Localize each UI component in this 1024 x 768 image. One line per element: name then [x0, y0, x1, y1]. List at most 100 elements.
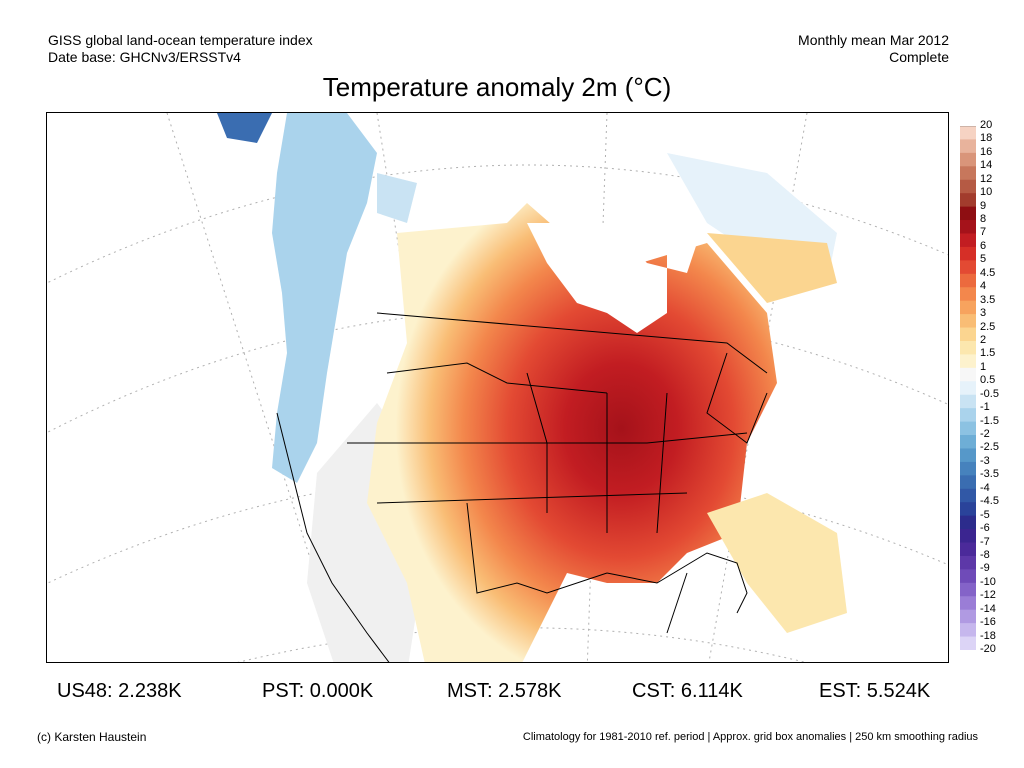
- color-scale-cell: [960, 152, 976, 167]
- color-scale-cell: [960, 139, 976, 154]
- dataset-title: GISS global land-ocean temperature index: [48, 32, 313, 48]
- color-scale-label: -18: [980, 629, 996, 642]
- color-scale-label: 8: [980, 213, 987, 226]
- color-scale-label: 4.5: [980, 266, 996, 279]
- color-scale-cell: [960, 555, 976, 570]
- completeness-label: Complete: [889, 49, 949, 65]
- color-scale-label: 2.5: [980, 320, 996, 333]
- color-scale-cell: [960, 609, 976, 624]
- color-scale-label: 10: [980, 186, 993, 199]
- color-scale-bar: [960, 126, 976, 650]
- color-scale-cell: [960, 287, 976, 302]
- color-scale-cell: [960, 220, 976, 234]
- color-scale-label: 20: [980, 119, 993, 131]
- cold-anomaly-bc: [377, 173, 417, 223]
- color-scale-cell: [960, 206, 976, 221]
- color-scale-label: -2.5: [980, 441, 999, 454]
- color-scale-label: -20: [980, 643, 996, 655]
- map-title: Temperature anomaly 2m (°C): [322, 72, 672, 102]
- header-left: GISS global land-ocean temperature index…: [48, 32, 313, 66]
- color-scale-cell: [960, 394, 976, 409]
- regional-stats: US48: 2.238K PST: 0.000K MST: 2.578K CST…: [0, 680, 1024, 704]
- color-scale-label: 9: [980, 199, 987, 212]
- color-scale-label: -9: [980, 562, 990, 575]
- color-scale-cell: [960, 569, 976, 584]
- stat-pst: PST: 0.000K: [262, 680, 374, 702]
- color-scale-cell: [960, 300, 976, 315]
- data-base-label: Date base: GHCNv3/ERSSTv4: [48, 49, 241, 65]
- stat-est: EST: 5.524K: [819, 680, 931, 702]
- color-scale-cell: [960, 636, 976, 650]
- color-scale-label: 3: [980, 307, 987, 320]
- warm-anomaly-newfoundland: [707, 233, 837, 303]
- color-scale-label: -4.5: [980, 495, 999, 508]
- color-scale-cell: [960, 273, 976, 288]
- color-scale-cell: [960, 502, 976, 517]
- color-scale-cell: [960, 340, 976, 355]
- color-scale-label: 0.5: [980, 374, 996, 387]
- color-scale-cell: [960, 529, 976, 544]
- color-scale-cell: [960, 179, 976, 194]
- anomaly-map: [47, 113, 948, 662]
- stat-cst: CST: 6.114K: [632, 680, 743, 702]
- color-scale-label: -2: [980, 428, 990, 441]
- color-scale-label: -3.5: [980, 468, 999, 481]
- color-scale-label: -7: [980, 535, 990, 548]
- color-scale-cell: [960, 488, 976, 503]
- map-panel: [46, 112, 949, 663]
- color-scale-label: 3.5: [980, 293, 996, 306]
- color-scale-label: 1: [980, 360, 987, 373]
- color-scale-label: 14: [980, 159, 993, 172]
- color-scale-label: 16: [980, 145, 993, 158]
- color-scale-label: -0.5: [980, 387, 999, 400]
- color-scale-cell: [960, 246, 976, 261]
- color-scale-cell: [960, 582, 976, 597]
- color-scale-cell: [960, 327, 976, 342]
- color-scale-cell: [960, 623, 976, 638]
- color-scale-cell: [960, 354, 976, 369]
- color-scale-label: -1.5: [980, 414, 999, 427]
- stat-us48: US48: 2.238K: [57, 680, 182, 702]
- methodology-note: Climatology for 1981-2010 ref. period | …: [522, 731, 978, 743]
- cold-anomaly-alaska: [217, 113, 272, 143]
- color-scale-cell: [960, 314, 976, 329]
- color-scale-label: -1: [980, 401, 990, 414]
- color-scale-label: -12: [980, 589, 996, 602]
- color-scale-label: 12: [980, 172, 993, 185]
- warm-anomaly-region: [367, 203, 777, 662]
- period-label: Monthly mean Mar 2012: [798, 32, 949, 48]
- color-scale-cell: [960, 126, 976, 140]
- color-scale-cell: [960, 542, 976, 557]
- color-scale-cell: [960, 475, 976, 490]
- color-scale-cell: [960, 461, 976, 476]
- color-scale-label: -6: [980, 522, 990, 535]
- color-scale-label: -8: [980, 548, 990, 561]
- color-scale-cell: [960, 260, 976, 275]
- color-scale-label: -14: [980, 602, 996, 615]
- color-scale-cell: [960, 435, 976, 449]
- color-scale-cell: [960, 448, 976, 463]
- color-scale-label: -3: [980, 454, 990, 467]
- color-scale-label: 6: [980, 239, 987, 252]
- color-scale-label: 1.5: [980, 347, 996, 360]
- color-scale-label: 5: [980, 253, 987, 266]
- color-scale-label: 18: [980, 132, 993, 145]
- color-scale-label: 7: [980, 226, 987, 239]
- color-scale-cell: [960, 233, 976, 248]
- color-scale-label: 4: [980, 280, 987, 293]
- coastlines: [276, 312, 768, 662]
- color-scale-cell: [960, 596, 976, 611]
- color-scale-cell: [960, 381, 976, 396]
- header-right: Monthly mean Mar 2012 Complete: [798, 32, 949, 66]
- color-scale-cell: [960, 515, 976, 530]
- cold-anomaly-west: [272, 113, 377, 483]
- color-scale-label: 2: [980, 333, 987, 346]
- color-scale-cell: [960, 408, 976, 423]
- color-scale-cell: [960, 421, 976, 436]
- stat-mst: MST: 2.578K: [447, 680, 562, 702]
- color-scale-label: -5: [980, 508, 990, 521]
- color-scale-label: -16: [980, 616, 996, 629]
- no-data-hudson: [527, 223, 697, 333]
- color-scale-cell: [960, 166, 976, 181]
- color-scale-cell: [960, 367, 976, 382]
